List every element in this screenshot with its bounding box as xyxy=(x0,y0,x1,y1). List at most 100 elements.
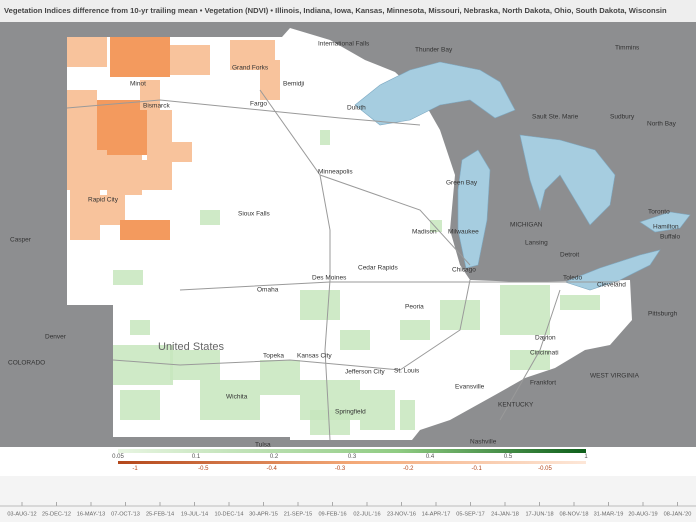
timeline-date: 19-JUL-'14 xyxy=(181,511,208,517)
place-label: Frankfort xyxy=(530,380,556,387)
place-label: Lansing xyxy=(525,240,548,247)
negative-patch xyxy=(170,45,210,75)
lake-ontario xyxy=(639,211,691,233)
place-label: Thunder Bay xyxy=(415,47,453,54)
place-label: Fargo xyxy=(250,101,267,108)
negative-patch xyxy=(67,90,97,150)
negative-patch xyxy=(107,155,142,195)
road xyxy=(319,174,471,266)
place-label: Timmins xyxy=(615,45,640,52)
place-label: Sault Ste. Marie xyxy=(532,114,579,121)
road xyxy=(112,279,471,371)
legend-positive-label: 0.1 xyxy=(192,454,201,460)
negative-patch xyxy=(110,37,170,77)
timeline-date: 07-OCT-'13 xyxy=(111,511,140,517)
place-label: Hamilton xyxy=(653,224,679,231)
timeline-date: 02-JUL-'16 xyxy=(353,511,380,517)
place-label: Des Moines xyxy=(312,275,347,282)
place-label: WEST VIRGINIA xyxy=(590,373,640,380)
negative-patch xyxy=(260,60,280,100)
timeline-date: 31-MAR-'19 xyxy=(594,511,624,517)
place-label: Springfield xyxy=(335,409,366,416)
timeline-date: 23-NOV-'16 xyxy=(387,511,416,517)
negative-patch xyxy=(140,80,160,110)
legend-labels: 0.05 0.1 0.2 0.3 0.4 0.5 1 -1 -0.5 -0.4 -0.3 -0.2 -0… xyxy=(112,454,588,472)
place-label: Denver xyxy=(45,334,67,341)
legend-positive-label: 0.3 xyxy=(348,454,357,460)
timeline-date: 17-JUN-'18 xyxy=(525,511,553,517)
lake-erie xyxy=(564,249,661,291)
negative-patch xyxy=(97,100,147,155)
anomaly-patches xyxy=(67,37,600,435)
negative-patch xyxy=(147,110,172,160)
timeline-date: 24-JAN-'18 xyxy=(491,511,519,517)
timeline-date: 10-DEC-'14 xyxy=(214,511,243,517)
road xyxy=(499,289,561,421)
timeline-labels: 03-AUG-'12 25-DEC-'12 16-MAY-'13 07-OCT-'13… xyxy=(7,502,691,517)
legend-negative-label: -0.3 xyxy=(335,466,346,472)
place-label: Pittsburgh xyxy=(648,311,678,318)
legend-negative-label: -0.1 xyxy=(471,466,482,472)
legend-negative-label: -0.2 xyxy=(403,466,414,472)
legend-negative-label: -0.05 xyxy=(538,466,552,472)
timeline-date: 08-NOV-'18 xyxy=(559,511,588,517)
timeline-date: 21-SEP-'15 xyxy=(284,511,312,517)
place-label: Toledo xyxy=(563,275,583,282)
place-label: Duluth xyxy=(347,105,366,112)
place-label: Minot xyxy=(130,81,146,88)
place-label: Wichita xyxy=(226,394,248,401)
timeline-date: 08-JAN-'20 xyxy=(664,511,692,517)
place-label: Minneapolis xyxy=(318,169,353,176)
place-label: Kansas City xyxy=(297,353,332,360)
negative-patch xyxy=(67,150,107,190)
positive-patch xyxy=(500,285,550,335)
legend-negative-label: -0.5 xyxy=(198,466,209,472)
positive-patch xyxy=(430,220,442,232)
negative-patch xyxy=(142,160,172,190)
place-label: Bemidji xyxy=(283,81,304,88)
positive-patch xyxy=(300,290,340,320)
legend-positive-label: 0.4 xyxy=(426,454,435,460)
study-region xyxy=(67,28,632,440)
legend-negative-label: -1 xyxy=(132,466,138,472)
place-label: Grand Forks xyxy=(232,65,269,72)
place-label: Sudbury xyxy=(610,114,635,121)
place-label: United States xyxy=(158,341,225,353)
place-label: Casper xyxy=(10,237,32,244)
positive-patch xyxy=(130,320,150,335)
positive-patch xyxy=(360,390,395,430)
place-label: Jefferson City xyxy=(345,369,385,376)
lakes xyxy=(354,61,691,291)
legend-negative-bar xyxy=(118,461,586,464)
place-label: St. Louis xyxy=(394,368,420,375)
road xyxy=(259,89,331,441)
place-label: Bismarck xyxy=(143,103,170,110)
positive-patch xyxy=(340,330,370,350)
place-label: Omaha xyxy=(257,287,279,294)
lake-huron xyxy=(519,134,616,226)
roads xyxy=(66,89,620,441)
place-label: Cleveland xyxy=(597,282,626,289)
positive-patch xyxy=(560,295,600,310)
place-label: Madison xyxy=(412,229,437,236)
road xyxy=(66,99,421,126)
positive-patch xyxy=(260,360,300,395)
timeline-panel xyxy=(0,476,696,522)
legend-positive-label: 0.05 xyxy=(112,454,124,460)
place-label: Cincinnati xyxy=(530,350,559,357)
place-label: North Bay xyxy=(647,121,677,128)
legend-negative-label: -0.4 xyxy=(266,466,277,472)
place-label: Chicago xyxy=(452,267,476,274)
place-label: Buffalo xyxy=(660,234,681,241)
place-label: Nashville xyxy=(470,439,497,446)
timeline-date: 14-APR-'17 xyxy=(422,511,451,517)
negative-patch xyxy=(172,142,192,162)
negative-patch xyxy=(67,37,107,67)
positive-patch xyxy=(200,210,220,225)
timeline-date: 30-APR-'15 xyxy=(249,511,278,517)
place-label: Detroit xyxy=(560,252,579,259)
place-label: COLORADO xyxy=(8,360,45,367)
title-bar xyxy=(0,0,696,22)
